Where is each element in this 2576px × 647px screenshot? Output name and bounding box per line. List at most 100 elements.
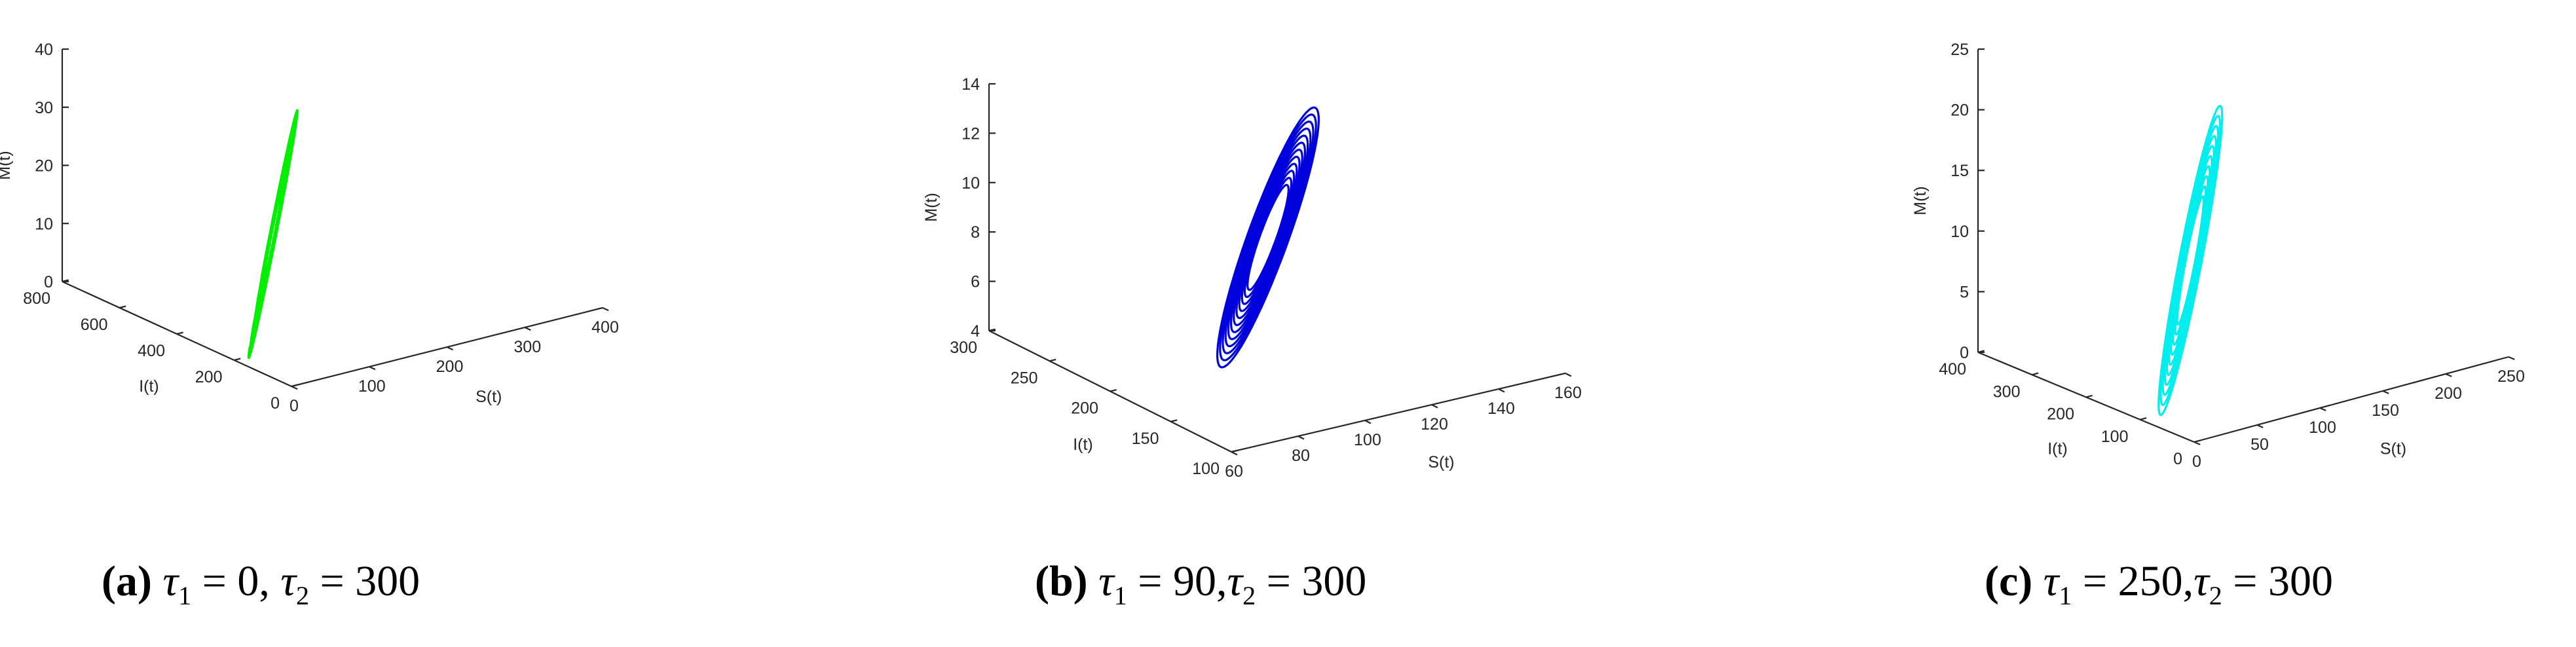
- x-tick-label: 100: [358, 377, 386, 396]
- y-tick-label: 0: [2173, 450, 2182, 468]
- y-tick-label: 200: [1071, 399, 1098, 418]
- chart-panel-a: 0 100 200 300 400 0 200 400 600 800 0 10 20 30 40 S(t) I…: [0, 0, 694, 537]
- trajectory-loop: [1216, 106, 1320, 369]
- caption-a-tau2-value: = 300: [308, 557, 420, 605]
- caption-b-tau2-value: = 300: [1256, 557, 1367, 605]
- x-axis-label: S(t): [1428, 453, 1454, 471]
- z-tick-label: 8: [971, 223, 980, 242]
- x-tick-label: 250: [2497, 367, 2525, 386]
- caption-b-tau1-value: = 90,: [1127, 557, 1227, 605]
- z-tick-label: 14: [961, 75, 980, 94]
- caption-a: (a) τ1 = 0, τ2 = 300: [102, 557, 420, 611]
- axes-c: 05010015020025001002003004000510152025S(…: [1911, 41, 2525, 471]
- trajectory-loop: [1227, 134, 1309, 341]
- y-tick-label: 0: [271, 394, 280, 413]
- caption-a-tau1-symbol: τ: [162, 557, 179, 605]
- caption-a-tau2-sub: 2: [295, 581, 309, 611]
- x-tick-mark: [1565, 373, 1572, 377]
- caption-c-tau1-symbol: τ: [2043, 557, 2059, 605]
- z-tick-label: 30: [35, 99, 53, 117]
- y-tick-label: 150: [1132, 430, 1159, 448]
- x-tick-label: 120: [1421, 415, 1448, 434]
- trajectory-loop: [1243, 177, 1293, 298]
- x-tick-mark: [2508, 356, 2515, 360]
- y-tick-mark: [2140, 417, 2147, 420]
- trajectory-loop: [1241, 170, 1296, 305]
- x-axis-label: S(t): [476, 388, 502, 406]
- trajectory-loop: [2157, 105, 2224, 416]
- y-tick-label: 600: [81, 316, 108, 334]
- y-tick-label: 800: [23, 289, 50, 308]
- caption-c-tau2-sub: 2: [2209, 581, 2222, 611]
- y-tick-label: 250: [1011, 369, 1038, 387]
- y-tick-mark: [1049, 358, 1056, 362]
- x-tick-mark: [2256, 424, 2264, 428]
- x-tick-label: 140: [1487, 399, 1515, 418]
- x-tick-mark: [2382, 390, 2389, 394]
- trajectory-loop: [2163, 135, 2217, 386]
- z-tick-label: 10: [961, 174, 980, 193]
- y-tick-mark: [1110, 389, 1117, 392]
- y-tick-label: 300: [950, 339, 977, 357]
- x-tick-mark: [1297, 435, 1305, 440]
- y-tick-mark: [119, 305, 126, 309]
- x-tick-mark: [1431, 404, 1438, 409]
- y-tick-label: 200: [195, 368, 223, 386]
- x-tick-mark: [1498, 388, 1505, 393]
- trajectory-loop: [261, 181, 284, 287]
- z-tick-label: 20: [35, 157, 53, 176]
- x-axis-line: [1231, 372, 1566, 453]
- y-tick-mark: [176, 331, 183, 335]
- caption-b: (b) τ1 = 90,τ2 = 300: [1035, 557, 1366, 611]
- x-tick-mark: [2319, 407, 2326, 411]
- trajectory-loop: [1233, 149, 1303, 326]
- trajectory-loop: [1222, 120, 1315, 355]
- trajectory-loop: [2170, 165, 2211, 356]
- x-tick-label: 60: [1225, 462, 1243, 481]
- caption-a-tau1-sub: 1: [178, 581, 192, 611]
- x-axis-line: [2193, 356, 2509, 443]
- z-tick-label: 6: [971, 273, 980, 291]
- caption-c-tau2-symbol: τ: [2193, 557, 2209, 605]
- x-tick-label: 300: [513, 338, 541, 356]
- x-tick-mark: [602, 306, 609, 312]
- y-tick-mark: [2032, 372, 2039, 376]
- trajectory-loop: [1224, 127, 1312, 348]
- x-tick-label: 0: [2192, 453, 2201, 471]
- series-trajectory-c: [2157, 105, 2224, 416]
- z-axis-label: M(t): [922, 193, 941, 221]
- x-tick-label: 400: [591, 318, 619, 337]
- caption-b-tau1-sub: 1: [1113, 581, 1127, 611]
- y-tick-mark: [2085, 394, 2093, 398]
- axes-a: 01002003004000200400600800010203040S(t)I…: [0, 41, 619, 415]
- y-axis-label: I(t): [2047, 439, 2068, 458]
- x-tick-label: 0: [289, 397, 299, 415]
- z-tick-label: 12: [961, 124, 980, 143]
- x-tick-mark: [369, 365, 376, 371]
- z-tick-label: 0: [1960, 344, 1969, 362]
- y-tick-mark: [2193, 439, 2201, 443]
- caption-c-letter: (c): [1985, 557, 2033, 605]
- y-tick-mark: [1170, 419, 1178, 422]
- chart-c-svg: 05010015020025001002003004000510152025S(…: [1911, 41, 2525, 471]
- z-tick-label: 10: [35, 215, 53, 233]
- x-axis-label: S(t): [2380, 440, 2406, 458]
- z-tick-label: 10: [1951, 223, 1969, 241]
- z-tick-label: 15: [1951, 162, 1969, 180]
- x-tick-label: 100: [1354, 431, 1381, 449]
- x-tick-label: 100: [2309, 418, 2336, 437]
- caption-c-tau2-value: = 300: [2222, 557, 2333, 605]
- trajectory-loop: [247, 109, 299, 360]
- y-tick-mark: [1231, 449, 1238, 453]
- caption-c-tau1-sub: 1: [2059, 581, 2072, 611]
- y-tick-mark: [234, 358, 241, 361]
- x-tick-label: 80: [1292, 447, 1310, 465]
- y-tick-label: 100: [1192, 460, 1220, 478]
- z-tick-label: 0: [44, 273, 53, 291]
- y-tick-label: 400: [138, 342, 165, 360]
- caption-a-letter: (a): [102, 557, 152, 605]
- y-axis-label: I(t): [1073, 435, 1093, 454]
- z-tick-label: 5: [1960, 283, 1969, 301]
